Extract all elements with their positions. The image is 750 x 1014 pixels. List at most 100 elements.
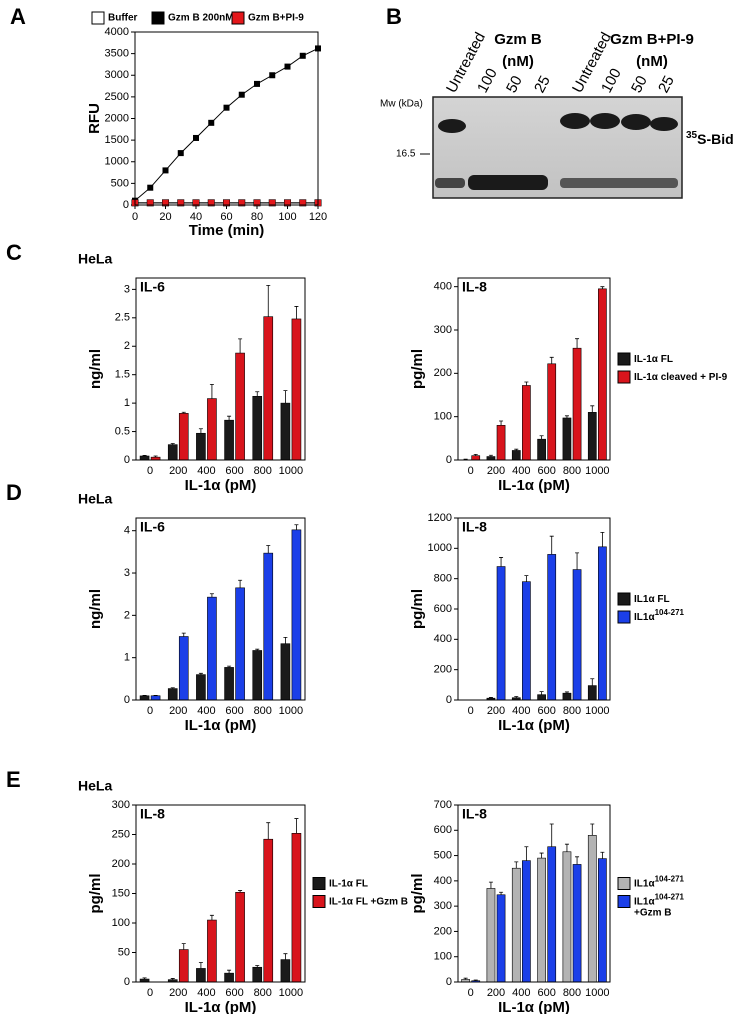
error-bar — [209, 593, 214, 598]
legend-label: IL1α FL — [634, 594, 670, 605]
panel-label: E — [6, 767, 21, 792]
bar — [280, 959, 291, 983]
x-tick-label: 400 — [197, 465, 215, 477]
x-tick-label: 40 — [190, 211, 202, 223]
point — [269, 199, 276, 206]
bar — [139, 455, 150, 461]
y-tick-label: 200 — [434, 925, 452, 937]
error-bar — [198, 962, 203, 969]
bar — [150, 695, 161, 701]
error-bar — [255, 391, 260, 397]
x-tick-label: 800 — [254, 705, 272, 717]
plot-frame — [457, 804, 611, 983]
error-bar — [283, 953, 288, 960]
y-tick-label: 0 — [124, 454, 130, 466]
error-bar — [539, 852, 544, 859]
error-bar — [209, 383, 214, 399]
y-tick-label: 2500 — [105, 91, 129, 103]
series-line — [134, 47, 319, 202]
y-axis-label: RFU — [86, 103, 103, 134]
group-label: Gzm B — [494, 31, 542, 48]
point — [254, 199, 260, 206]
x-tick-label: 0 — [132, 211, 138, 223]
band-sup: 35 — [686, 130, 698, 141]
legend-label: Gzm B 200nM — [168, 13, 234, 24]
error-bar — [514, 861, 519, 869]
bar — [471, 455, 481, 461]
bar — [598, 546, 607, 701]
plot-frame — [457, 277, 611, 461]
error-bar — [514, 696, 519, 698]
legend-label: Gzm B+PI-9 — [248, 13, 304, 24]
x-tick-label: 600 — [537, 705, 555, 717]
bar — [486, 888, 496, 983]
error-bar — [499, 420, 504, 426]
bar — [224, 972, 234, 983]
x-tick-label: 200 — [169, 465, 187, 477]
x-tick-label: 600 — [537, 465, 555, 477]
x-tick-label: 1000 — [279, 465, 303, 477]
x-axis-label: IL-1α (pM) — [185, 999, 257, 1014]
band-text: S-Bid — [697, 131, 734, 147]
marker-label: 16.5 — [396, 149, 416, 160]
x-tick-label: 80 — [251, 211, 263, 223]
y-tick-label: 0 — [446, 694, 452, 706]
y-tick-label: 700 — [434, 799, 452, 811]
x-tick-label: 400 — [512, 705, 530, 717]
error-bar — [283, 636, 288, 644]
x-tick-label: 400 — [512, 465, 530, 477]
x-tick-label: 600 — [225, 987, 243, 999]
point — [223, 104, 230, 111]
y-tick-label: 500 — [434, 849, 452, 861]
group-unit: (nM) — [502, 53, 534, 70]
bar — [263, 838, 274, 983]
panel-label: A — [10, 4, 26, 29]
bar — [291, 318, 302, 461]
bar — [196, 968, 206, 983]
error-bar — [590, 823, 595, 836]
legend-swatch — [617, 610, 631, 624]
bar — [572, 864, 582, 983]
point — [147, 199, 154, 206]
panel-label: D — [6, 480, 22, 505]
error-bar — [209, 914, 214, 921]
x-tick-label: 0 — [468, 987, 474, 999]
x-tick-label: 0 — [147, 987, 153, 999]
bar — [196, 674, 206, 701]
error-bar — [227, 665, 232, 668]
bar — [178, 949, 189, 983]
error-bar — [255, 965, 260, 968]
error-bar — [524, 575, 529, 582]
point — [269, 72, 276, 79]
y-tick-label: 800 — [434, 573, 452, 585]
legend-sup: 104-271 — [655, 875, 685, 884]
legend-label: IL1α104-271 — [634, 875, 685, 890]
legend-name: IL-1α FL +Gzm B — [329, 896, 408, 907]
error-bar — [539, 691, 544, 695]
lane-label: 25 — [655, 73, 678, 96]
error-bar — [198, 672, 203, 675]
y-tick-label: 0 — [446, 454, 452, 466]
error-bar — [564, 843, 569, 852]
x-tick-label: 200 — [169, 987, 187, 999]
legend-label: IL1α104-271 — [634, 608, 685, 623]
bar — [167, 688, 178, 701]
x-tick-label: 0 — [147, 705, 153, 717]
error-bar — [266, 822, 271, 840]
bar — [537, 694, 546, 701]
x-tick-label: 200 — [487, 705, 505, 717]
bar — [537, 857, 546, 983]
y-tick-label: 200 — [434, 664, 452, 676]
y-axis-label: ng/ml — [87, 589, 104, 629]
y-axis-label: pg/ml — [409, 589, 426, 629]
error-bar — [198, 428, 203, 434]
chart-title: IL-6 — [140, 279, 165, 295]
plot-frame — [457, 517, 611, 701]
legend-name: IL-1α FL — [329, 878, 368, 889]
bar — [547, 363, 557, 461]
x-tick-label: 1000 — [279, 705, 303, 717]
legend-swatch — [231, 11, 245, 25]
x-axis-label: Time (min) — [189, 222, 265, 239]
x-tick-label: 1000 — [585, 705, 609, 717]
error-bar — [524, 381, 529, 386]
